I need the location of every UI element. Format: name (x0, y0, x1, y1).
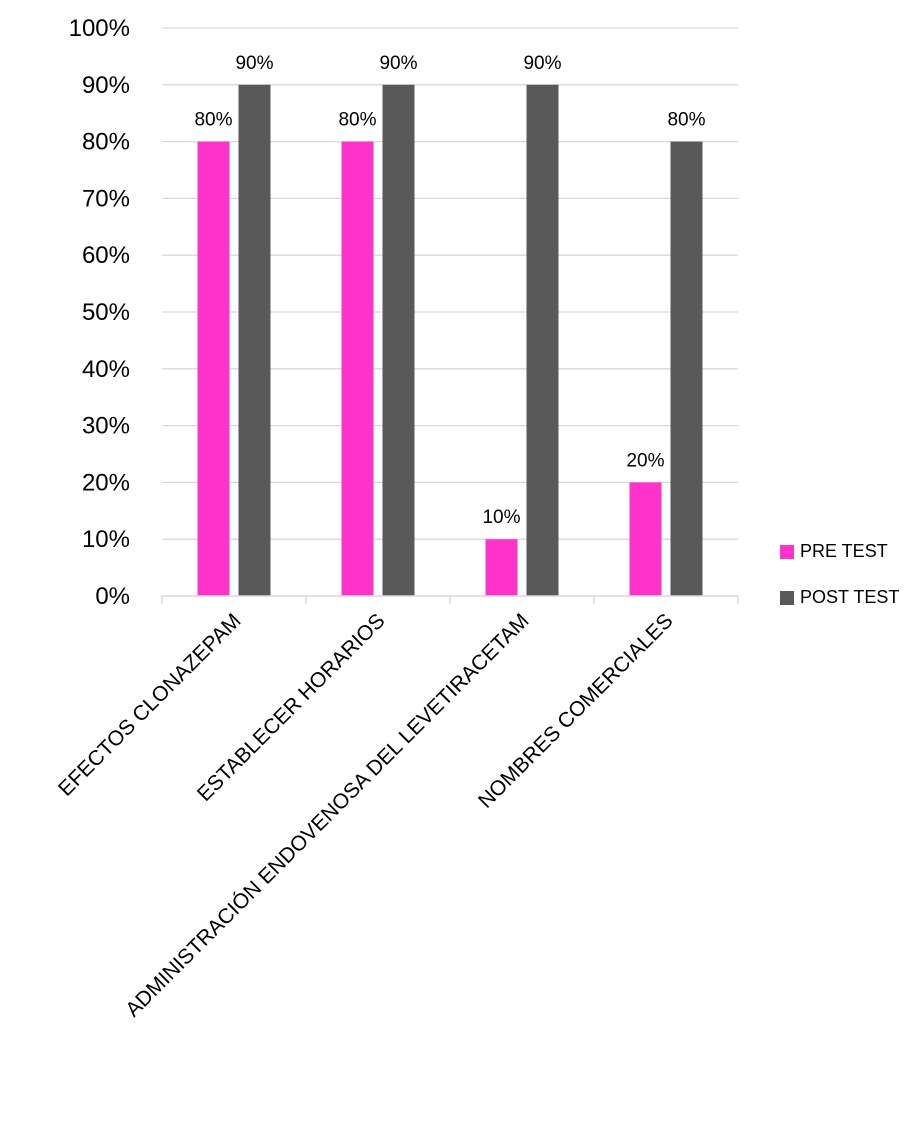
bars (197, 84, 703, 597)
y-tick-label: 50% (82, 299, 130, 326)
data-label: 20% (626, 450, 664, 471)
y-tick-label: 60% (82, 242, 130, 269)
legend: PRE TEST POST TEST (780, 541, 899, 607)
data-label: 10% (482, 507, 520, 528)
data-label: 80% (338, 110, 376, 131)
bar-pre-test (197, 141, 230, 596)
legend-swatch (780, 545, 794, 559)
bar-post-test (526, 84, 559, 597)
y-tick-label: 70% (82, 185, 130, 212)
legend-label: PRE TEST (800, 541, 888, 561)
data-label: 80% (194, 110, 232, 131)
y-tick-label: 10% (82, 526, 130, 553)
data-label: 80% (667, 110, 705, 131)
y-tick-label: 20% (82, 469, 130, 496)
y-tick-label: 0% (95, 583, 130, 610)
y-tick-label: 30% (82, 413, 130, 440)
bar-pre-test (341, 141, 374, 596)
y-tick-label: 40% (82, 356, 130, 383)
bar-post-test (238, 84, 271, 597)
bar-pre-test (629, 482, 662, 596)
data-labels: 80% 90% 80% 90% 10% 90% 20% 80% (194, 53, 705, 528)
y-tick-label: 100% (69, 15, 130, 42)
bar-pre-test (485, 539, 518, 596)
data-label: 90% (379, 53, 417, 74)
data-label: 90% (523, 53, 561, 74)
legend-swatch (780, 591, 794, 605)
data-label: 90% (235, 53, 273, 74)
bar-post-test (382, 84, 415, 597)
y-tick-label: 90% (82, 72, 130, 99)
bar-post-test (670, 141, 703, 596)
y-tick-label: 80% (82, 129, 130, 156)
legend-label: POST TEST (800, 587, 899, 607)
